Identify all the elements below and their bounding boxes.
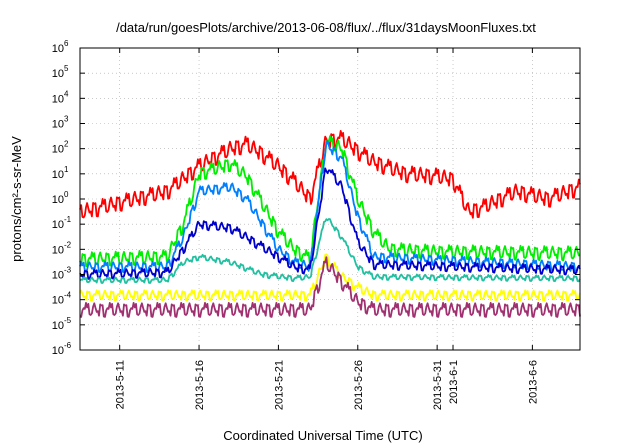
y-tick-exponent: -6 [64,341,72,350]
x-axis-label: Coordinated Universal Time (UTC) [223,428,422,443]
x-tick-label: 2013-5-31 [432,360,444,410]
y-tick-label: 10 [52,93,64,105]
y-tick-label: 10 [52,320,64,332]
y-tick-exponent: -4 [64,291,72,300]
series-line [79,140,581,274]
y-tick-exponent: 2 [64,140,69,149]
series-line [79,135,581,268]
y-tick-label: 10 [52,194,64,206]
y-tick-exponent: 0 [64,190,69,199]
x-tick-label: 2013-6-1 [448,360,460,404]
series-line [79,218,581,284]
chart-title: /data/run/goesPlots/archive/2013-06-08/f… [116,20,536,35]
x-tick-label: 2013-5-26 [353,360,365,410]
x-tick-label: 2013-6-6 [527,360,539,404]
y-tick-exponent: 6 [64,39,69,48]
y-tick-exponent: 4 [64,89,69,98]
y-tick-label: 10 [52,119,64,131]
y-tick-exponent: 5 [64,64,69,73]
series-line [79,256,581,318]
data-series [79,130,581,318]
y-axis-ticks: 10 -610 -510 -410 -310 -210 -110 010 110 210 310 41… [52,39,580,357]
y-tick-label: 10 [52,169,64,181]
y-tick-exponent: -5 [64,316,72,325]
y-tick-label: 10 [52,270,64,282]
series-line [79,130,581,219]
y-tick-exponent: -3 [64,266,72,275]
x-tick-label: 2013-5-11 [115,360,127,409]
y-tick-label: 10 [52,345,64,357]
y-tick-label: 10 [52,68,64,80]
y-tick-label: 10 [52,219,64,231]
y-tick-exponent: -1 [64,215,72,224]
x-axis-ticks: 2013-5-11 2013-5-16 2013-5-21 2013-5-26 2013… [115,48,539,410]
y-axis-label: protons/cm²-s-sr-MeV [9,136,24,262]
y-tick-label: 10 [52,295,64,307]
x-tick-label: 2013-5-21 [273,360,285,410]
y-tick-exponent: -2 [64,240,72,249]
y-tick-exponent: 3 [64,115,69,124]
y-tick-exponent: 1 [64,165,69,174]
y-tick-label: 10 [52,144,64,156]
series-line [79,167,581,280]
y-tick-label: 10 [52,43,64,55]
x-tick-label: 2013-5-16 [194,360,206,410]
y-tick-label: 10 [52,244,64,256]
